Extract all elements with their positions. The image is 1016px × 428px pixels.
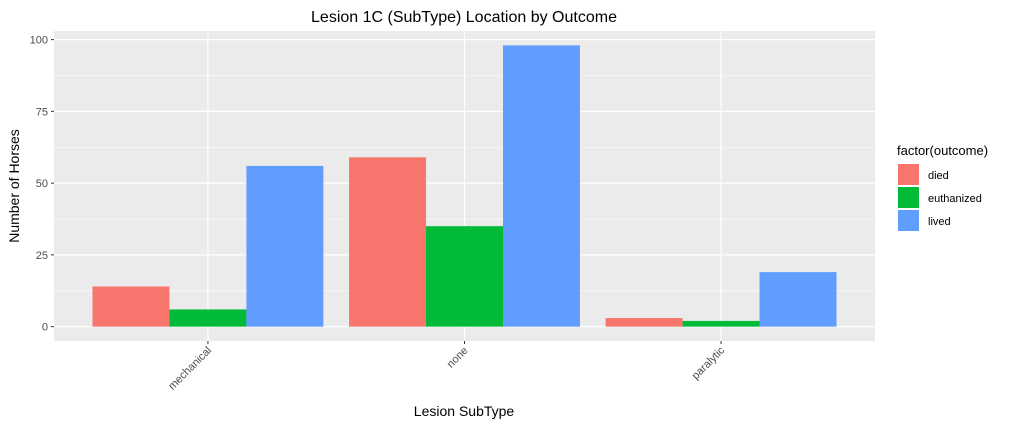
bar-paralytic-lived xyxy=(759,272,837,327)
plot-panel xyxy=(54,31,875,341)
bar-none-lived xyxy=(502,45,580,327)
bar-paralytic-died xyxy=(605,318,683,327)
chart-title: Lesion 1C (SubType) Location by Outcome xyxy=(311,9,617,26)
y-tick-label: 75 xyxy=(36,106,48,118)
x-axis-title: Lesion SubType xyxy=(414,403,515,419)
y-tick-label: 25 xyxy=(36,250,48,262)
y-tick-label: 50 xyxy=(36,178,48,190)
bar-mechanical-euthanized xyxy=(169,309,247,327)
legend: factor(outcome) died euthanized lived xyxy=(897,143,988,231)
legend-label-euthanized: euthanized xyxy=(928,193,982,205)
x-tick-label: none xyxy=(445,345,471,371)
y-tick-label: 100 xyxy=(30,35,48,47)
legend-items: died euthanized lived xyxy=(898,164,982,231)
legend-title: factor(outcome) xyxy=(897,143,988,158)
x-axis: mechanical none paralytic xyxy=(166,341,728,393)
legend-key-euthanized xyxy=(898,187,919,208)
legend-label-lived: lived xyxy=(928,216,951,228)
bars xyxy=(92,45,837,327)
y-axis: 0 25 50 75 100 xyxy=(30,35,54,334)
bar-mechanical-lived xyxy=(246,165,324,327)
bar-paralytic-euthanized xyxy=(682,320,760,327)
y-tick-label: 0 xyxy=(42,322,48,334)
legend-key-died xyxy=(898,164,919,185)
y-axis-title: Number of Horses xyxy=(6,129,22,243)
bar-mechanical-died xyxy=(92,286,170,327)
x-tick-label: mechanical xyxy=(166,345,214,393)
bar-none-died xyxy=(349,157,427,327)
legend-label-died: died xyxy=(928,170,949,182)
x-tick-label: paralytic xyxy=(690,344,728,382)
legend-key-lived xyxy=(898,210,919,231)
bar-none-euthanized xyxy=(426,226,503,327)
